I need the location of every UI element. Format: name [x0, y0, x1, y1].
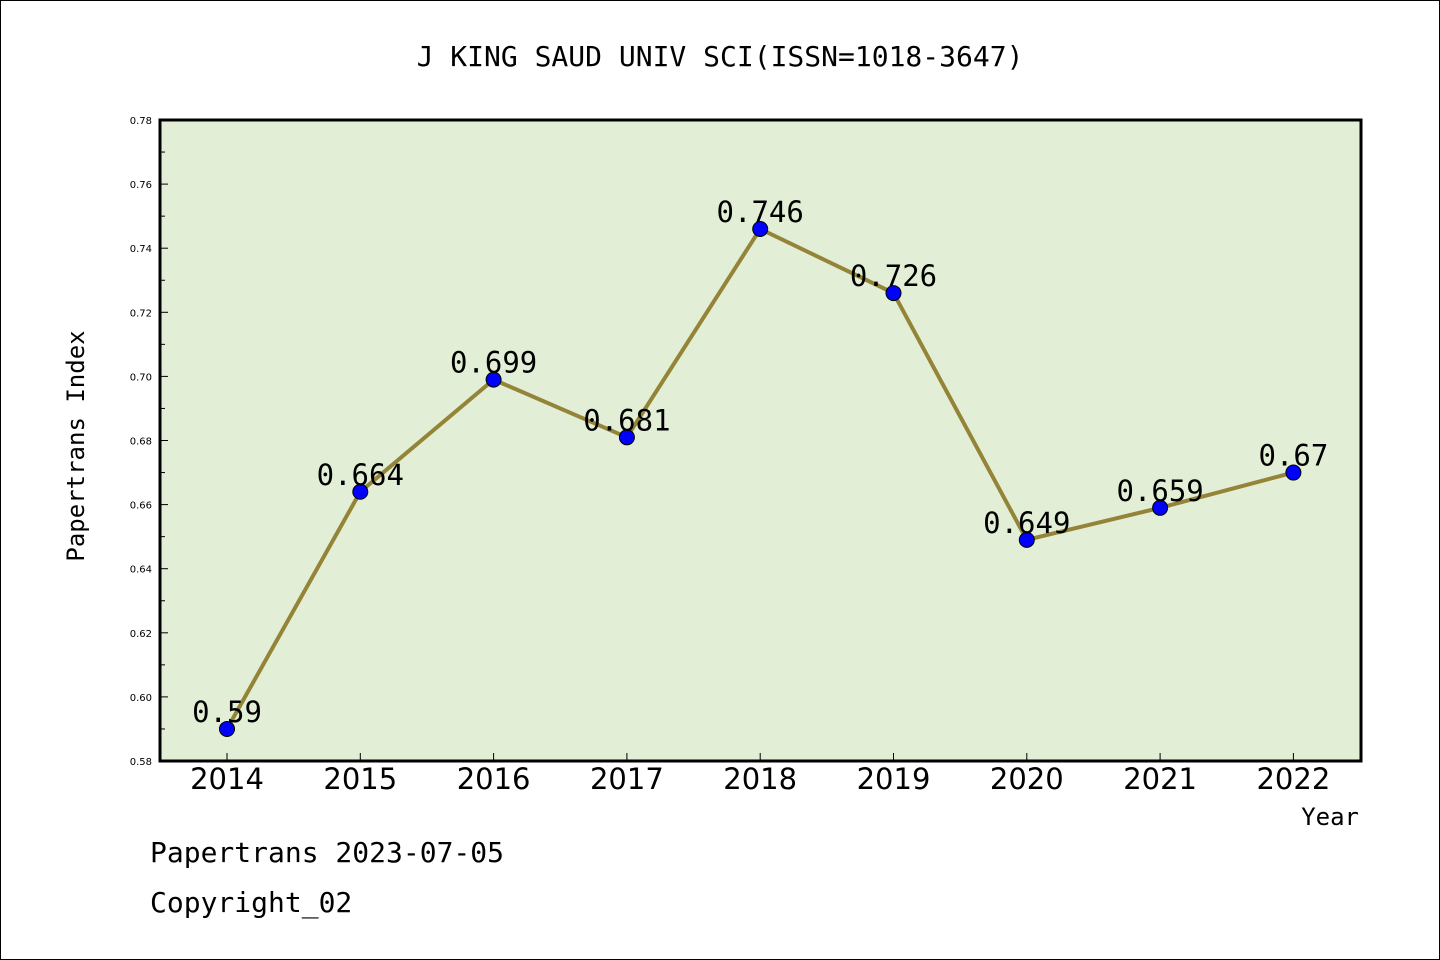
data-point [885, 285, 902, 302]
y-tick-label: 0.60 [130, 693, 152, 704]
x-tick-label: 2022 [1256, 762, 1330, 796]
x-axis-label: Year [1301, 803, 1359, 831]
data-label: 0.67 [1258, 439, 1328, 473]
y-axis-label: Papertrans Index [62, 330, 90, 561]
y-tick-label: 0.70 [130, 372, 152, 383]
data-label: 0.681 [583, 403, 670, 437]
y-tick-label: 0.64 [130, 565, 152, 576]
data-point [485, 371, 502, 388]
data-label: 0.726 [850, 259, 937, 293]
y-tick-label: 0.62 [130, 629, 152, 640]
series-markers [219, 220, 1302, 737]
data-point [352, 483, 369, 500]
y-tick-label: 0.78 [130, 116, 152, 127]
data-label: 0.659 [1116, 474, 1203, 508]
data-point [1152, 499, 1169, 516]
data-labels: 0.59 0.664 0.699 0.681 0.746 0.726 0.649 0.659 0… [192, 195, 1328, 729]
chart-title: J KING SAUD UNIV SCI(ISSN=1018-3647) [417, 40, 1024, 73]
x-axis-ticks: 2014 2015 2016 2017 2018 2019 2020 2021 2022 [190, 753, 1330, 796]
data-label: 0.59 [192, 695, 262, 729]
y-tick-label: 0.68 [130, 437, 152, 448]
y-tick-label: 0.72 [130, 308, 152, 319]
data-point [752, 220, 769, 237]
copyright-text: Copyright_02 [150, 886, 353, 919]
y-tick-label: 0.66 [130, 501, 152, 512]
y-tick-label: 0.74 [130, 244, 152, 255]
x-tick-label: 2018 [723, 762, 797, 796]
data-label: 0.649 [983, 506, 1070, 540]
x-tick-label: 2016 [457, 762, 531, 796]
source-text: Papertrans 2023-07-05 [150, 836, 505, 869]
data-label: 0.664 [317, 458, 404, 492]
plot-border [158, 118, 1363, 763]
x-tick-label: 2015 [323, 762, 397, 796]
x-tick-label: 2019 [857, 762, 931, 796]
data-point [1285, 464, 1302, 481]
x-tick-label: 2021 [1123, 762, 1197, 796]
data-point [618, 429, 635, 446]
x-tick-label: 2014 [190, 762, 264, 796]
y-tick-label: 0.58 [130, 757, 152, 768]
x-tick-label: 2017 [590, 762, 664, 796]
y-tick-label: 0.76 [130, 180, 152, 191]
data-label: 0.699 [450, 346, 537, 380]
data-point [219, 720, 235, 737]
data-label: 0.746 [717, 195, 804, 229]
data-point [1018, 531, 1035, 548]
x-tick-label: 2020 [990, 762, 1064, 796]
